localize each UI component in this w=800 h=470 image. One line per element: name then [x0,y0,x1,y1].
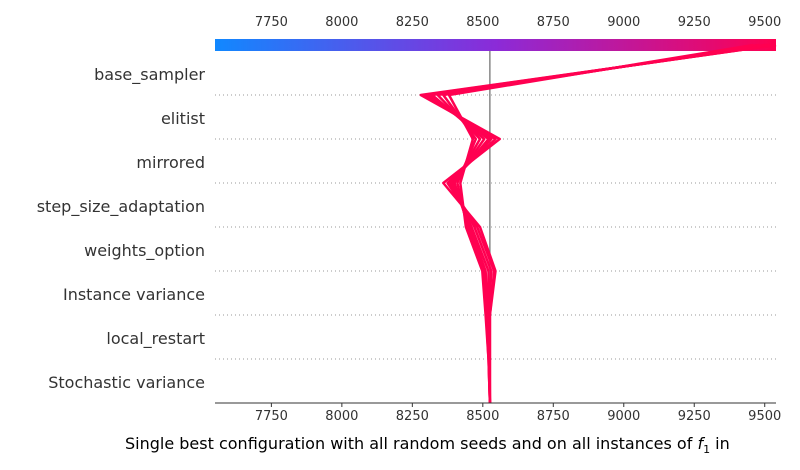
bottom-tick-label: 8500 [466,409,499,424]
bottom-tick-label: 8000 [325,409,358,424]
feature-label: base_sampler [94,65,205,85]
bottom-tick-labels: 7750 8000 8250 8500 8750 9000 9250 9500 [255,403,781,424]
feature-label: weights_option [84,241,205,261]
x-axis-title: Single best configuration with all rando… [125,434,730,456]
bottom-tick-label: 9250 [678,409,711,424]
decision-line [428,43,771,404]
feature-label: step_size_adaptation [37,197,205,217]
bottom-tick-label: 9000 [607,409,640,424]
bottom-tick-label: 8250 [396,409,429,424]
feature-gridlines [215,94,776,360]
top-tick-label: 9250 [678,15,711,30]
top-tick-label: 8000 [325,15,358,30]
top-tick-label: 8250 [396,15,429,30]
decision-lines [419,43,777,404]
feature-label: Stochastic variance [48,373,205,392]
bottom-tick-label: 8750 [537,409,570,424]
feature-label: mirrored [136,153,205,172]
x-axis-title-suffix: in [710,434,730,453]
top-tick-labels: 7750 8000 8250 8500 8750 9000 9250 9500 [255,15,781,30]
decision-line [430,43,768,404]
top-tick-label: 8500 [466,15,499,30]
decision-line [447,43,754,404]
feature-label: Instance variance [63,285,205,304]
top-tick-label: 9000 [607,15,640,30]
decision-line [422,43,777,403]
x-axis-title-subscript: 1 [703,443,710,456]
top-tick-label: 9500 [748,15,781,30]
x-axis-title-symbol: f [697,434,705,453]
bottom-tick-label: 9500 [748,409,781,424]
colorbar [215,39,776,51]
top-tick-label: 7750 [255,15,288,30]
x-axis-title-prefix: Single best configuration with all rando… [125,434,697,453]
bottom-tick-label: 7750 [255,409,288,424]
feature-label: elitist [161,109,205,128]
feature-label: local_restart [106,329,205,349]
top-tick-label: 8750 [537,15,570,30]
